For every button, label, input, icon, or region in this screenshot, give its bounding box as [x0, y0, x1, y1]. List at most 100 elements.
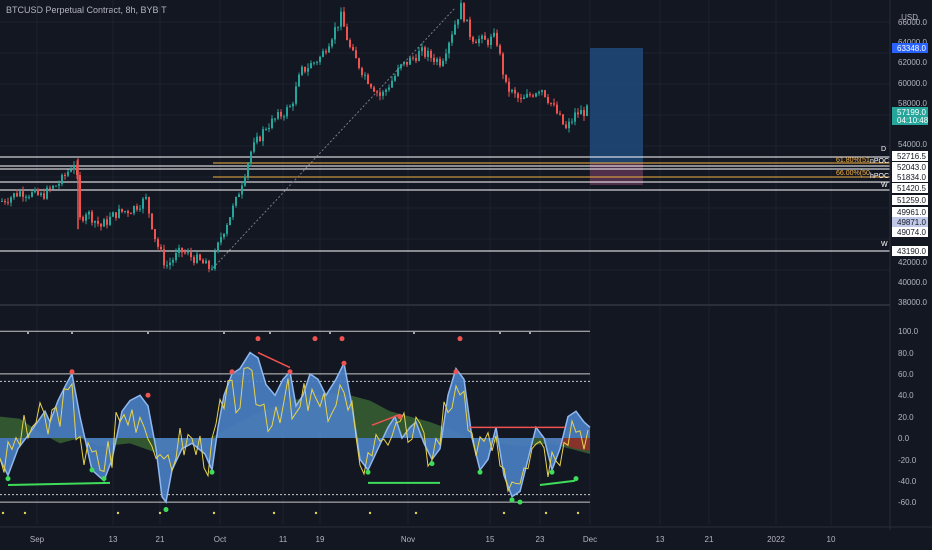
candle-body	[73, 164, 75, 170]
candle-body	[58, 183, 60, 186]
candle-body	[55, 185, 57, 187]
osc-axis-label: -40.0	[898, 477, 917, 486]
candle-body	[523, 97, 525, 99]
candle-body	[583, 110, 585, 116]
fib-levels[interactable]	[213, 162, 890, 178]
candle-body	[505, 74, 507, 82]
candle-body	[502, 53, 504, 75]
candle-body	[472, 36, 474, 42]
time-axis[interactable]: Sep 13 21 Oct 11 19 Nov 15 23 Dec 13 21 2022 10	[0, 526, 932, 544]
osc-axis-label: 40.0	[898, 391, 914, 400]
candle-body	[550, 102, 552, 104]
candle-body	[178, 247, 180, 254]
candle-body	[271, 118, 273, 128]
buy-signal-dot	[549, 469, 555, 475]
candlestick-series[interactable]	[1, 0, 588, 273]
candle-body	[496, 32, 498, 46]
candle-body	[40, 193, 42, 196]
marker-dot	[269, 332, 271, 334]
candle-body	[313, 62, 315, 64]
price-axis[interactable]: 66000.0 64000.0 62000.0 60000.0 58000.0 54000…	[889, 0, 929, 530]
candle-body	[334, 27, 336, 40]
time-axis-label: Sep	[30, 535, 45, 544]
candle-body	[229, 217, 231, 226]
candle-body	[529, 94, 531, 96]
buy-signal-dot	[477, 469, 483, 475]
long-position-box[interactable]	[590, 48, 643, 163]
candle-body	[79, 174, 81, 218]
candle-body	[478, 38, 480, 44]
candle-body	[217, 242, 219, 252]
fib-label-66: 66.00%(50	[836, 170, 870, 177]
candle-body	[112, 212, 114, 217]
candle-body	[412, 57, 414, 59]
candle-body	[196, 254, 198, 264]
divergence-line	[539, 479, 576, 486]
marker-dot	[71, 332, 73, 334]
candle-body	[109, 216, 111, 225]
sell-signal-dot	[457, 336, 463, 342]
marker-dot	[502, 511, 506, 515]
candle-body	[391, 80, 393, 88]
sell-signal-dot	[287, 369, 293, 375]
candle-body	[226, 225, 228, 234]
price-tag: 51834.0	[897, 173, 926, 182]
price-axis-label: 62000.0	[898, 58, 927, 67]
candle-body	[364, 74, 366, 76]
candle-body	[181, 247, 183, 253]
candle-body	[37, 189, 39, 196]
candle-body	[565, 124, 567, 129]
marker-dot	[158, 511, 162, 515]
price-tag-bg	[892, 172, 928, 182]
time-axis-label: 13	[109, 535, 118, 544]
candle-body	[547, 96, 549, 103]
time-axis-label: 23	[536, 535, 545, 544]
candle-body	[562, 114, 564, 125]
sell-signal-dot	[229, 369, 235, 375]
candle-body	[157, 239, 159, 247]
sell-signal-dot	[397, 414, 403, 420]
candle-body	[43, 193, 45, 199]
candle-body	[46, 187, 48, 199]
candle-body	[205, 260, 207, 264]
buy-signal-dot	[163, 507, 169, 513]
candle-body	[289, 106, 291, 108]
sell-signal-dot	[312, 336, 318, 342]
key-levels[interactable]	[0, 156, 890, 252]
candle-body	[130, 213, 132, 215]
candle-body	[121, 208, 123, 212]
marker-dot	[576, 511, 580, 515]
candle-body	[328, 46, 330, 53]
candle-body	[508, 81, 510, 92]
candle-body	[7, 202, 9, 204]
marker-dot	[212, 511, 216, 515]
candle-body	[211, 268, 213, 270]
divergence-line	[371, 413, 401, 426]
candle-body	[514, 89, 516, 94]
candle-body	[487, 39, 489, 45]
trend-line[interactable]	[212, 7, 456, 269]
candle-body	[97, 220, 99, 224]
chart-grid	[0, 0, 890, 525]
buy-signal-dot	[509, 497, 515, 503]
price-tag-bg	[892, 195, 928, 205]
candle-body	[397, 68, 399, 76]
candle-body	[199, 254, 201, 260]
candle-body	[466, 19, 468, 22]
price-tag-bg	[892, 207, 928, 217]
time-axis-label: 10	[827, 535, 836, 544]
candle-body	[232, 205, 234, 218]
candle-body	[202, 259, 204, 264]
oscillator-pane[interactable]	[0, 330, 591, 515]
candle-body	[163, 249, 165, 266]
candle-body	[85, 214, 87, 221]
sell-signal-dot	[255, 336, 261, 342]
price-tag: 49074.0	[897, 228, 926, 237]
osc-fast-line	[0, 367, 589, 493]
price-tag-bg	[892, 246, 928, 256]
candle-body	[103, 219, 105, 227]
candle-body	[148, 196, 150, 214]
price-axis-label: 58000.0	[898, 99, 927, 108]
marker-dot	[529, 332, 531, 334]
